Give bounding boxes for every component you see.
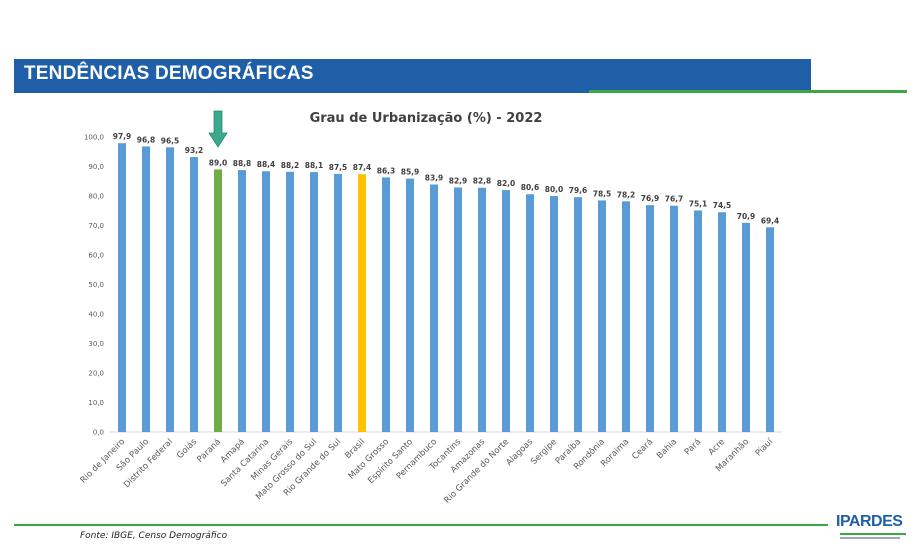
bar	[430, 184, 438, 432]
bar	[406, 178, 414, 432]
bar	[550, 196, 558, 432]
bar	[238, 170, 246, 432]
bar	[214, 169, 222, 432]
bar	[286, 171, 294, 432]
footer-divider	[14, 524, 828, 526]
bar	[382, 177, 390, 432]
logo-text: IPARDES	[836, 513, 903, 530]
data-label: 86,3	[377, 166, 396, 175]
data-label: 78,2	[617, 190, 636, 199]
data-label: 88,1	[305, 161, 324, 170]
bar	[358, 174, 366, 433]
bar	[478, 187, 486, 432]
bar	[310, 172, 318, 432]
logo-stripe-2	[840, 537, 900, 539]
y-tick-label: 10,0	[88, 399, 104, 407]
bar	[598, 200, 606, 432]
data-label: 82,9	[449, 176, 468, 185]
x-tick-label: Sergipe	[529, 437, 559, 467]
x-tick-label: Bahia	[655, 437, 679, 461]
data-label: 80,6	[521, 183, 540, 192]
data-label: 96,5	[161, 136, 180, 145]
data-label: 85,9	[401, 168, 420, 177]
data-label: 82,8	[473, 177, 492, 186]
bar	[166, 147, 174, 432]
data-label: 70,9	[737, 212, 756, 221]
data-label: 88,8	[233, 159, 252, 168]
bar	[262, 171, 270, 432]
bar	[502, 190, 510, 432]
y-tick-label: 20,0	[88, 370, 104, 378]
data-label: 96,8	[137, 135, 156, 144]
y-tick-label: 70,0	[88, 222, 104, 230]
bar	[334, 173, 342, 432]
y-tick-label: 100,0	[84, 134, 104, 142]
y-tick-label: 0,0	[93, 429, 104, 437]
header-bar: TENDÊNCIAS DEMOGRÁFICAS	[14, 59, 811, 90]
data-label: 87,4	[353, 163, 372, 172]
bar	[574, 197, 582, 432]
bar	[118, 143, 126, 432]
y-tick-label: 60,0	[88, 252, 104, 260]
data-label: 79,6	[569, 186, 588, 195]
bar	[622, 201, 630, 432]
urbanization-chart: Grau de Urbanização (%) - 2022 0,0 10,0 20…	[79, 110, 782, 506]
data-label: 76,9	[641, 194, 660, 203]
data-label: 89,0	[209, 158, 228, 167]
data-label: 87,5	[329, 163, 348, 172]
data-label: 76,7	[665, 195, 684, 204]
x-tick-label: Acre	[707, 437, 727, 457]
bar	[142, 146, 150, 432]
header-divider-blue	[14, 90, 589, 93]
x-tick-label: Piauí	[754, 437, 776, 459]
chart-title: Grau de Urbanização (%) - 2022	[310, 111, 543, 126]
x-tick-label: Alagoas	[504, 437, 535, 468]
bar	[646, 205, 654, 432]
source-note: Fonte: IBGE, Censo Demográfico	[80, 531, 228, 541]
x-tick-label: Paraná	[195, 437, 223, 465]
bar	[454, 187, 462, 432]
bar	[742, 222, 750, 432]
highlight-arrow	[208, 110, 228, 148]
bar	[670, 205, 678, 432]
data-label: 88,4	[257, 160, 276, 169]
data-label: 74,5	[713, 201, 732, 210]
data-label: 80,0	[545, 185, 564, 194]
page-title: TENDÊNCIAS DEMOGRÁFICAS	[24, 63, 314, 84]
data-label: 97,9	[113, 132, 132, 141]
y-tick-label: 30,0	[88, 340, 104, 348]
data-label: 88,2	[281, 161, 300, 170]
data-label: 93,2	[185, 146, 204, 155]
bar	[526, 194, 534, 432]
data-label: 82,0	[497, 179, 516, 188]
y-tick-label: 50,0	[88, 281, 104, 289]
header-divider-green	[589, 90, 907, 93]
y-tick-label: 90,0	[88, 163, 104, 171]
y-tick-label: 40,0	[88, 311, 104, 319]
bar	[766, 227, 774, 432]
x-tick-label: Ceará	[630, 437, 655, 462]
data-label: 83,9	[425, 173, 444, 182]
ipardes-logo: IPARDES	[836, 513, 908, 543]
data-label: 69,4	[761, 216, 780, 225]
logo-stripe	[840, 533, 906, 535]
x-tick-label: Pará	[683, 437, 703, 457]
bar	[694, 210, 702, 432]
y-tick-label: 80,0	[88, 193, 104, 201]
data-label: 75,1	[689, 199, 708, 208]
data-label: 78,5	[593, 189, 612, 198]
bar	[190, 157, 198, 432]
bar	[718, 212, 726, 432]
